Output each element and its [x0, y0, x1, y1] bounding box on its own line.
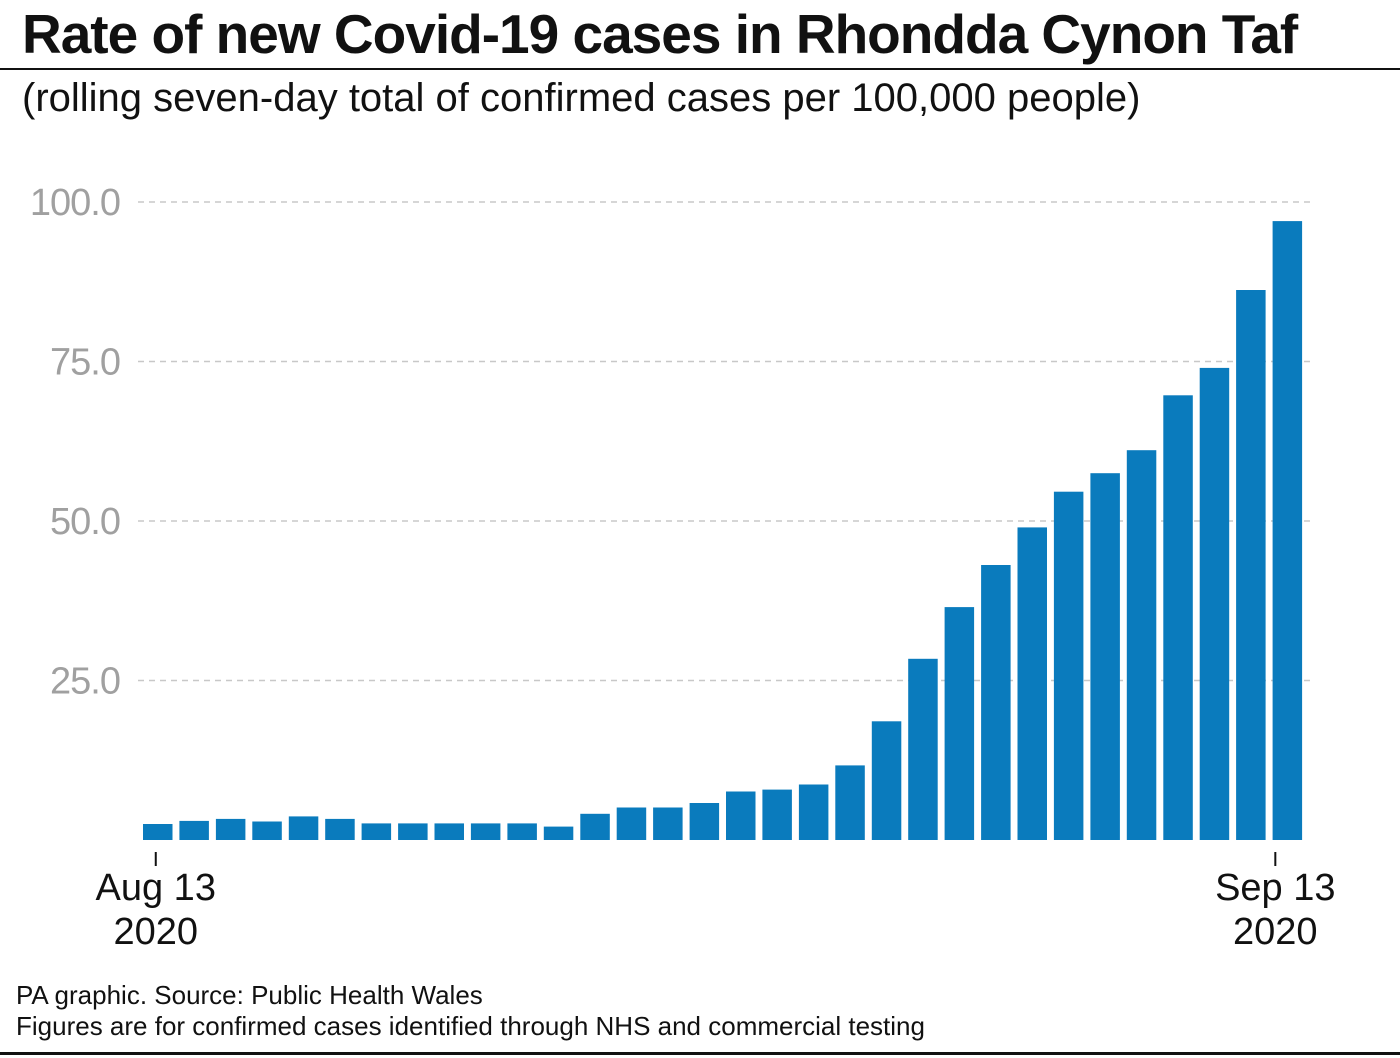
bar: [944, 607, 975, 840]
bars: [143, 221, 1303, 841]
bar: [1126, 450, 1157, 840]
bar: [507, 823, 537, 840]
bar: [143, 824, 173, 840]
bar: [470, 823, 501, 840]
bar: [179, 820, 209, 840]
title-rule: [0, 68, 1400, 70]
bar: [616, 807, 647, 840]
x-tick-label: Aug 13: [96, 867, 216, 909]
x-tick-year: 2020: [1233, 911, 1318, 953]
x-tick-label: Sep 13: [1215, 867, 1335, 909]
bar: [1236, 290, 1266, 840]
bar: [1272, 221, 1303, 841]
bottom-rule: [0, 1052, 1400, 1055]
source-note: PA graphic. Source: Public Health Wales: [16, 980, 483, 1010]
bar: [543, 826, 574, 840]
bar: [762, 789, 792, 840]
bar: [434, 823, 464, 840]
y-tick-label: 50.0: [50, 501, 120, 543]
y-tick-label: 100.0: [30, 182, 120, 224]
bar: [726, 791, 756, 840]
y-tick-label: 75.0: [50, 342, 120, 384]
bar: [1199, 367, 1230, 840]
bar: [325, 818, 355, 840]
bar: [835, 765, 865, 840]
bar: [215, 818, 246, 840]
bar: [288, 816, 319, 840]
footnote: Figures are for confirmed cases identifi…: [16, 1011, 925, 1041]
x-tick-year: 2020: [113, 911, 198, 953]
bar: [1053, 491, 1084, 840]
chart-title: Rate of new Covid-19 cases in Rhondda Cy…: [22, 3, 1298, 65]
chart-subtitle: (rolling seven-day total of confirmed ca…: [22, 76, 1141, 120]
bar: [1163, 395, 1193, 840]
bar: [981, 565, 1011, 840]
bar: [252, 821, 282, 840]
bar: [653, 807, 683, 840]
bar: [580, 813, 610, 840]
bar: [908, 658, 938, 840]
y-tick-label: 25.0: [50, 661, 120, 703]
bar: [1017, 527, 1047, 840]
bar: [798, 784, 829, 840]
bar: [1090, 473, 1120, 840]
bar: [689, 803, 720, 840]
bar: [361, 823, 392, 840]
bar: [398, 823, 428, 840]
y-axis-ticks: 100.0 75.0 50.0 25.0: [30, 182, 121, 703]
bar: [871, 721, 902, 840]
gridlines: [138, 201, 1312, 682]
